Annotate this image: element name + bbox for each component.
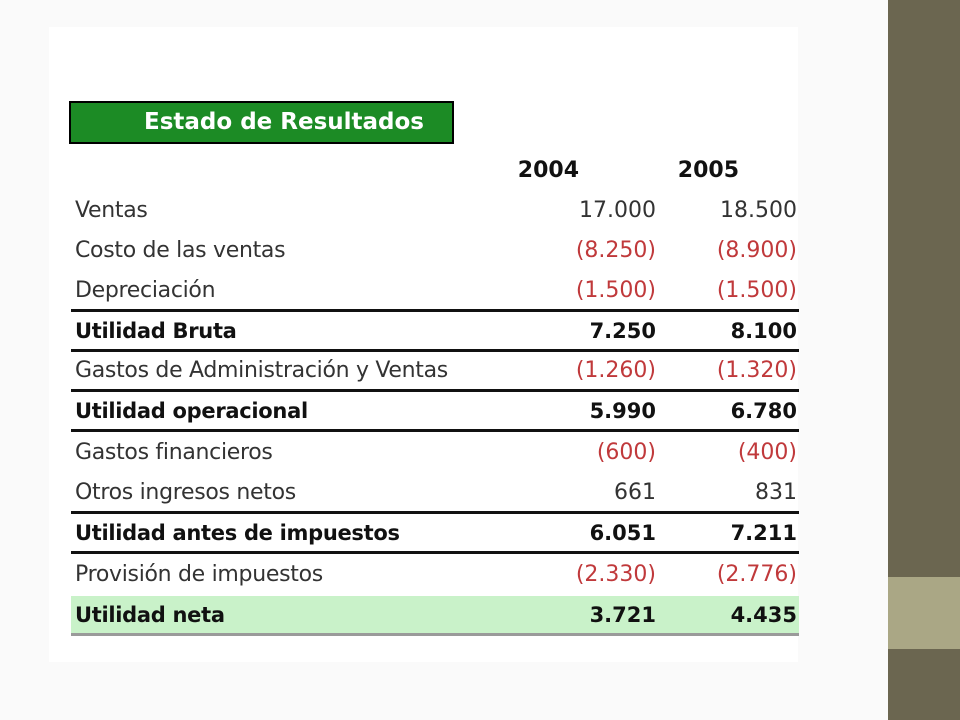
subtotal-row: Utilidad antes de impuestos 6.051 7.211 (71, 514, 799, 554)
value-2004: (1.260) (575, 358, 656, 383)
value-2004: 5.990 (589, 399, 656, 423)
row-label: Utilidad neta (75, 603, 225, 627)
slide-content: Estado de Resultados 2004 2005 Ventas 17… (49, 27, 799, 662)
row-label: Utilidad antes de impuestos (75, 521, 400, 545)
value-2005: 831 (755, 480, 797, 505)
value-2005: (2.776) (716, 562, 797, 587)
value-2005: (8.900) (716, 238, 797, 263)
table-row: Gastos financieros (600) (400) (71, 434, 799, 474)
year-header-2004: 2004 (517, 158, 579, 183)
table-row: Otros ingresos netos 661 831 (71, 474, 799, 514)
row-label: Gastos financieros (75, 440, 273, 465)
row-label: Costo de las ventas (75, 238, 286, 263)
row-label: Depreciación (75, 278, 216, 303)
decorative-band (888, 577, 960, 649)
value-2005: (1.320) (716, 358, 797, 383)
value-2004: 6.051 (589, 521, 656, 545)
value-2005: 4.435 (730, 603, 797, 627)
table-row: Ventas 17.000 18.500 (71, 192, 799, 232)
row-label: Provisión de impuestos (75, 562, 323, 587)
table-row: Gastos de Administración y Ventas (1.260… (71, 352, 799, 392)
value-2004: 661 (614, 480, 656, 505)
table-row: Provisión de impuestos (2.330) (2.776) (71, 556, 799, 596)
value-2004: 17.000 (579, 198, 656, 223)
table-row: Costo de las ventas (8.250) (8.900) (71, 232, 799, 272)
value-2004: (8.250) (575, 238, 656, 263)
row-label: Gastos de Administración y Ventas (75, 358, 448, 383)
net-income-row: Utilidad neta 3.721 4.435 (71, 596, 799, 636)
row-label: Ventas (75, 198, 148, 223)
year-header-2005: 2005 (677, 158, 739, 183)
subtotal-row: Utilidad Bruta 7.250 8.100 (71, 312, 799, 352)
decorative-sidebar (888, 0, 960, 720)
value-2004: 7.250 (589, 319, 656, 343)
row-label: Otros ingresos netos (75, 480, 296, 505)
subtotal-row: Utilidad operacional 5.990 6.780 (71, 392, 799, 432)
table-row: Depreciación (1.500) (1.500) (71, 272, 799, 312)
statement-title: Estado de Resultados (69, 101, 454, 144)
value-2005: 7.211 (730, 521, 797, 545)
value-2005: 8.100 (730, 319, 797, 343)
value-2004: (2.330) (575, 562, 656, 587)
row-label: Utilidad Bruta (75, 319, 237, 343)
value-2004: 3.721 (589, 603, 656, 627)
value-2005: 18.500 (720, 198, 797, 223)
value-2004: (600) (596, 440, 656, 465)
value-2005: (1.500) (716, 278, 797, 303)
value-2005: 6.780 (730, 399, 797, 423)
value-2004: (1.500) (575, 278, 656, 303)
value-2005: (400) (737, 440, 797, 465)
row-label: Utilidad operacional (75, 399, 308, 423)
